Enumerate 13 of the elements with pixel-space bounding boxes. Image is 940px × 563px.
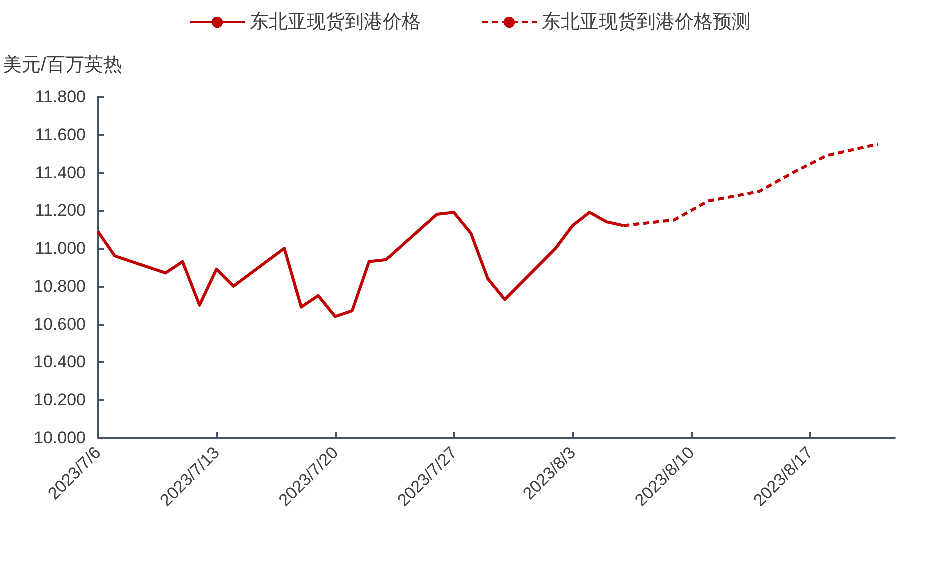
y-tick-label: 10.400 — [34, 352, 86, 372]
y-axis-title: 美元/百万英热 — [3, 54, 122, 76]
y-tick-label: 10.200 — [34, 390, 86, 410]
y-tick-label: 10.800 — [34, 276, 86, 296]
y-tick-label: 11.400 — [35, 163, 86, 182]
y-tick-label: 10.000 — [34, 428, 86, 448]
y-tick-label: 11.800 — [35, 88, 86, 106]
y-tick-label: 10.600 — [34, 314, 86, 334]
y-tick-label: 11.600 — [35, 125, 86, 144]
y-tick-label: 11.000 — [35, 239, 86, 258]
y-tick-label: 11.200 — [35, 201, 86, 220]
legend-label: 东北亚现货到港价格 — [250, 12, 421, 33]
legend-label: 东北亚现货到港价格预测 — [542, 12, 751, 33]
